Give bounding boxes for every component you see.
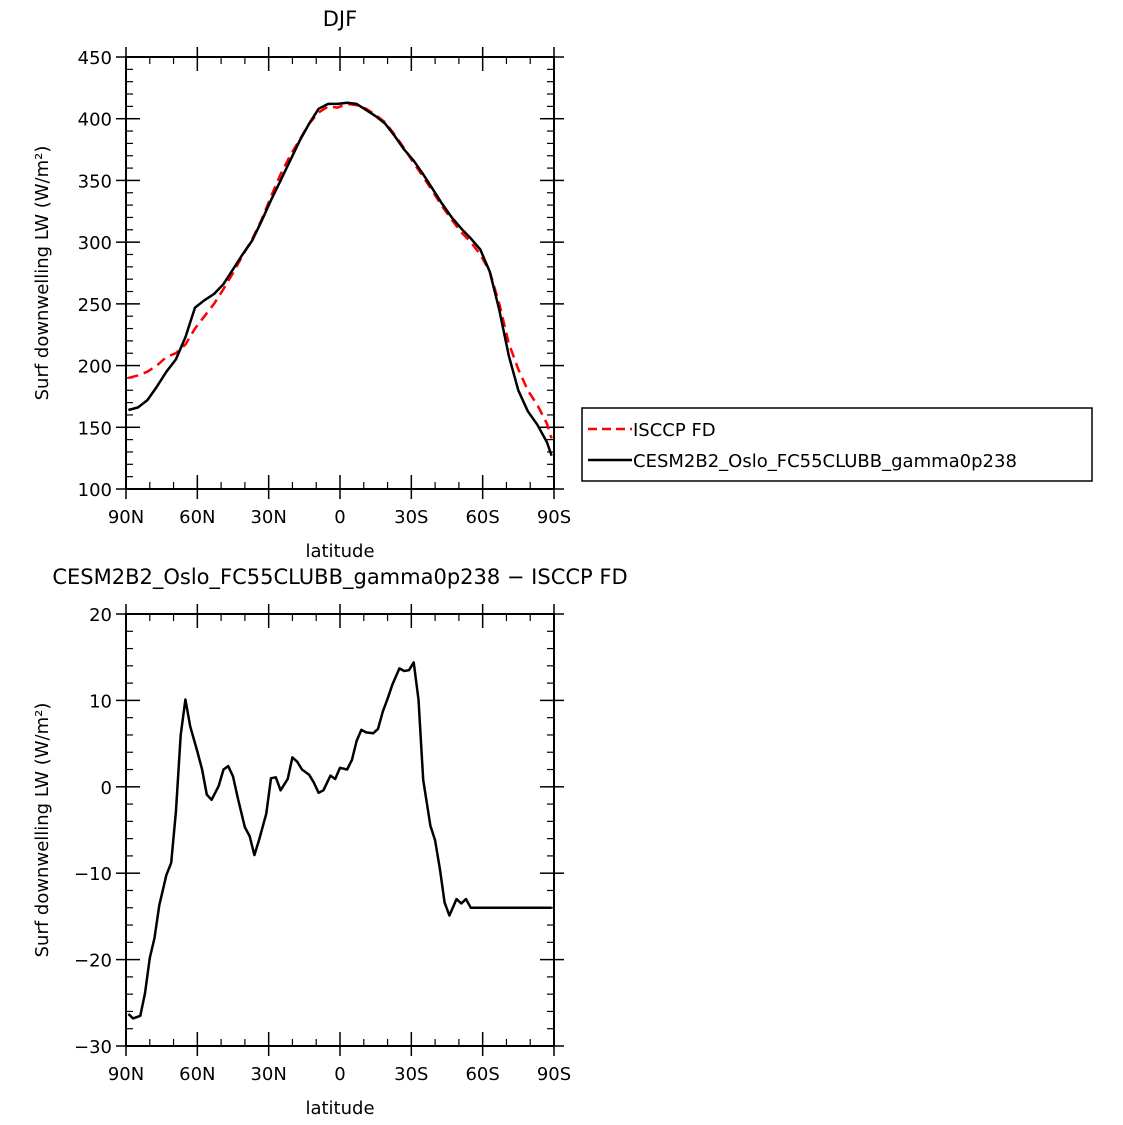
- series-line-b: [128, 101, 553, 457]
- legend-box: [581, 407, 1093, 482]
- top-series-group: [128, 101, 553, 457]
- x-tick-label: 30S: [394, 1064, 428, 1085]
- y-tick-label: 100: [78, 480, 112, 501]
- y-tick-label: −10: [74, 864, 112, 885]
- bottom-axis-ticks: 90N 60N 30N 0 30S 60S 90S −30 −20 −10 0 10 20: [74, 604, 571, 1085]
- y-tick-label: 150: [78, 418, 112, 439]
- bottom-chart-title: CESM2B2_Oslo_FC55CLUBB_gamma0p238 − ISCC…: [52, 565, 627, 590]
- x-tick-label: 60S: [465, 507, 499, 528]
- y-tick-label: 300: [78, 233, 112, 254]
- x-tick-label: 0: [334, 1064, 345, 1085]
- x-tick-label: 60N: [179, 1064, 215, 1085]
- y-tick-label: 200: [78, 357, 112, 378]
- bottom-x-axis-label: latitude: [305, 1098, 374, 1119]
- y-tick-label: 0: [101, 778, 112, 799]
- y-tick-label: 400: [78, 110, 112, 131]
- legend-label-cesm: CESM2B2_Oslo_FC55CLUBB_gamma0p238: [633, 451, 1017, 472]
- y-tick-label: 350: [78, 171, 112, 192]
- top-y-axis-label: Surf downwelling LW (W/m²): [32, 146, 53, 401]
- x-tick-label: 60N: [179, 507, 215, 528]
- y-tick-label: −20: [74, 951, 112, 972]
- y-tick-label: 10: [89, 691, 112, 712]
- legend: ISCCP FD CESM2B2_Oslo_FC55CLUBB_gamma0p2…: [581, 407, 1093, 482]
- y-tick-label: −30: [74, 1037, 112, 1058]
- bottom-series-group: [127, 661, 552, 1020]
- bottom-panel: CESM2B2_Oslo_FC55CLUBB_gamma0p238 − ISCC…: [32, 565, 628, 1119]
- y-tick-label: 250: [78, 295, 112, 316]
- bottom-y-axis-label: Surf downwelling LW (W/m²): [32, 703, 53, 958]
- x-tick-label: 60S: [465, 1064, 499, 1085]
- x-tick-label: 30N: [250, 1064, 286, 1085]
- x-tick-label: 90N: [108, 1064, 144, 1085]
- x-tick-label: 0: [334, 507, 345, 528]
- top-chart-title: DJF: [323, 7, 357, 31]
- y-tick-label: 20: [89, 605, 112, 626]
- x-tick-label: 30N: [250, 507, 286, 528]
- x-tick-label: 90N: [108, 507, 144, 528]
- x-tick-label: 30S: [394, 507, 428, 528]
- x-tick-label: 90S: [537, 507, 571, 528]
- top-x-axis-label: latitude: [305, 541, 374, 562]
- top-panel: DJF latitude Surf downwelling LW (W/m²) …: [32, 7, 571, 562]
- series-line-a: [128, 102, 553, 439]
- y-tick-label: 450: [78, 48, 112, 69]
- top-axis-ticks: 90N 60N 30N 0 30S 60S 90S 100 150 200 250 300 350 400…: [78, 47, 571, 528]
- legend-label-isccp: ISCCP FD: [633, 420, 716, 441]
- bottom-plot-frame: [125, 613, 555, 1047]
- series-line-a: [127, 661, 552, 1020]
- x-tick-label: 90S: [537, 1064, 571, 1085]
